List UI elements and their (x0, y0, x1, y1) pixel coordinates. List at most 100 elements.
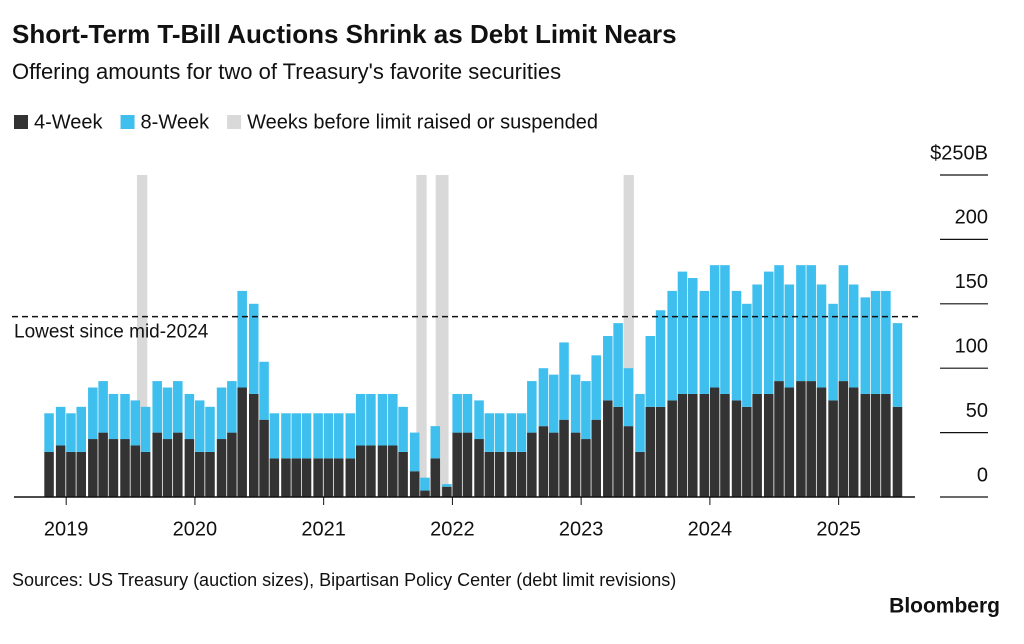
bar-segment (173, 381, 183, 433)
bar-segment (152, 432, 162, 497)
bar-segment (613, 323, 623, 407)
bar-segment (88, 387, 98, 440)
bar-segment (581, 439, 591, 497)
bar-segment (173, 432, 183, 497)
bar-segment (162, 439, 173, 497)
brand: Bloomberg (889, 595, 1000, 618)
bar-segment (130, 400, 141, 446)
bar-segment (870, 393, 881, 497)
bar-segment (301, 413, 312, 459)
bar-segment (313, 458, 323, 497)
bar-segment (205, 451, 215, 497)
bar-segment (442, 486, 452, 497)
bar-segment (474, 439, 484, 497)
bar-segment (838, 381, 849, 497)
bar-segment (259, 419, 269, 497)
x-tick-label: 2023 (559, 518, 604, 540)
bar-segment (667, 290, 677, 401)
bar-segment (774, 265, 784, 382)
bar-segment (848, 387, 859, 497)
bar-segment (774, 381, 784, 497)
bar-segment (559, 419, 569, 497)
x-tick-label: 2020 (173, 518, 218, 540)
bar-segment (409, 471, 420, 497)
bar-segment (355, 445, 366, 497)
bar-segment (828, 303, 838, 401)
bar-segment (333, 458, 344, 497)
bar-segment (720, 393, 730, 497)
bar-segment (699, 290, 710, 394)
bar-segment (742, 406, 752, 497)
bar-segment (430, 426, 441, 459)
bar-segment (881, 290, 891, 394)
bar-segment (796, 265, 806, 382)
bar-segment (452, 432, 462, 497)
bar-segment (516, 413, 527, 452)
bar-segment (688, 393, 698, 497)
bar-segment (581, 381, 591, 440)
chart-subtitle: Offering amounts for two of Treasury's f… (12, 59, 561, 84)
bar-segment (816, 387, 827, 497)
bar-segment (184, 439, 195, 497)
bar-segment (227, 432, 237, 497)
bar-segment (227, 381, 237, 433)
bar-segment (516, 451, 527, 497)
bar-segment (76, 406, 87, 452)
shaded-period (136, 175, 148, 497)
bar-segment (55, 406, 66, 446)
bar-segment (140, 451, 151, 497)
bar-segment (216, 387, 227, 440)
bar-segment (462, 393, 473, 433)
bar-segment (892, 406, 903, 497)
bar-segment (184, 393, 195, 440)
legend-swatch (120, 115, 135, 129)
bar-segment (248, 303, 259, 394)
bar-segment (559, 342, 569, 420)
bar-segment (720, 265, 730, 394)
bar-segment (108, 393, 119, 440)
bar-segment (623, 426, 634, 497)
bar-segment (538, 368, 549, 427)
bar-segment (194, 400, 205, 452)
bar-segment (784, 387, 795, 497)
x-tick-label: 2025 (816, 518, 861, 540)
bar-segment (731, 400, 742, 497)
bar-segment (291, 458, 302, 497)
x-tick-label: 2024 (688, 518, 733, 540)
bar-segment (313, 413, 323, 459)
bar-segment (645, 336, 656, 407)
bar-segment (452, 393, 462, 433)
bar-segment (816, 284, 827, 388)
bar-segment (130, 445, 141, 497)
bar-segment (667, 400, 677, 497)
bar-segment (806, 381, 816, 497)
bar-segment (796, 381, 806, 497)
bar-segment (120, 393, 130, 440)
bar-segment (259, 361, 269, 420)
reference-label: Lowest since mid-2024 (14, 322, 209, 343)
bar-segment (323, 413, 334, 459)
bar-segment (677, 393, 688, 497)
bar-segment (345, 458, 356, 497)
legend-swatch (14, 115, 28, 129)
bar-segment (892, 323, 903, 407)
bar-segment (66, 413, 76, 452)
bar-segment (345, 413, 356, 459)
bar-segment (355, 393, 366, 446)
bar-segment (442, 484, 452, 487)
bar-segment (709, 265, 720, 388)
bar-segment (688, 278, 698, 394)
bar-segment (120, 439, 130, 497)
bar-segment (269, 413, 280, 459)
legend-swatch (227, 115, 242, 129)
bar-segment (98, 432, 108, 497)
bar-segment (784, 284, 795, 388)
bar-segment (591, 355, 601, 420)
x-tick-label: 2022 (430, 518, 475, 540)
x-tick-label: 2019 (44, 518, 89, 540)
bar-segment (194, 451, 205, 497)
bar-segment (377, 393, 388, 446)
bar-segment (527, 381, 537, 433)
bar-segment (881, 393, 891, 497)
bar-segment (430, 458, 441, 497)
